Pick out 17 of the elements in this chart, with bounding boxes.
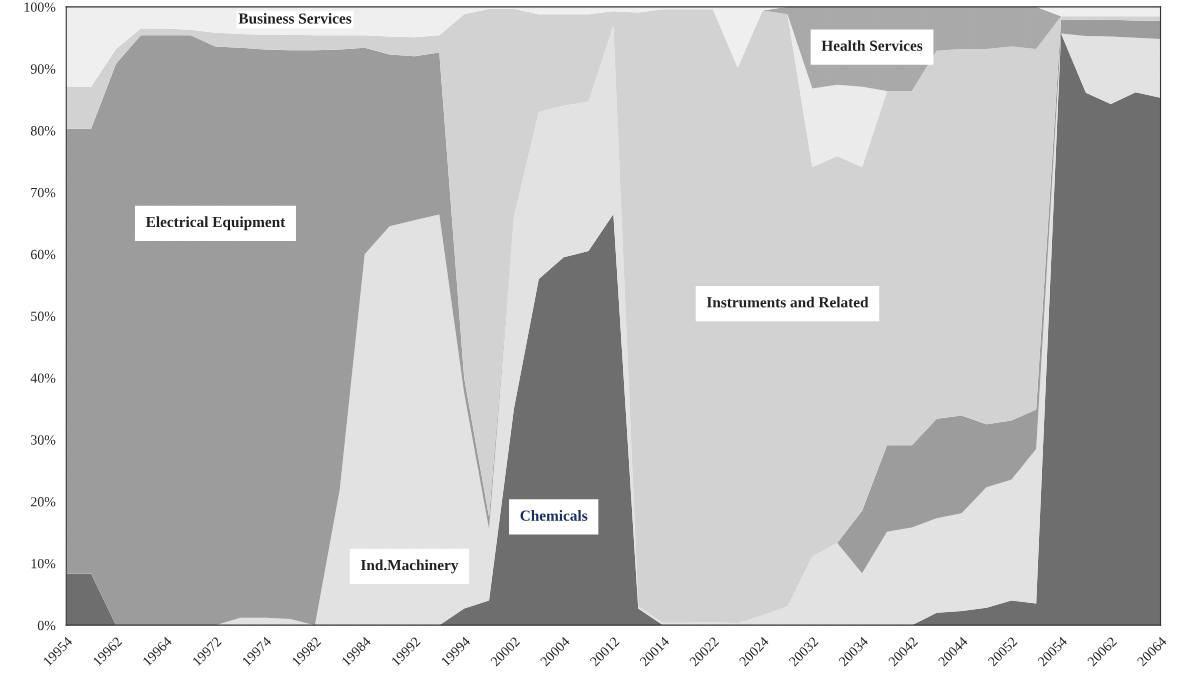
series-label: Ind.Machinery xyxy=(360,559,459,574)
y-tick-label: 60% xyxy=(30,249,56,260)
y-tick-label: 30% xyxy=(31,435,56,445)
y-tick-label: 100% xyxy=(24,2,56,12)
series-label: Health Services xyxy=(821,40,923,51)
series-label: Instruments and Related xyxy=(706,296,869,308)
series-label: Business Services xyxy=(238,12,352,24)
y-tick-label: 80% xyxy=(30,126,56,136)
y-tick-label: 70% xyxy=(31,187,56,198)
y-tick-label: 90% xyxy=(30,64,56,74)
y-tick-label: 10% xyxy=(31,558,56,569)
y-tick-label: 40% xyxy=(30,373,56,383)
y-tick-label: 0% xyxy=(37,620,56,631)
series-label: Electrical Equipment xyxy=(145,216,286,231)
series-label: Chemicals xyxy=(520,510,588,521)
y-tick-label: 20% xyxy=(30,497,56,507)
y-tick-label: 50% xyxy=(31,311,56,322)
